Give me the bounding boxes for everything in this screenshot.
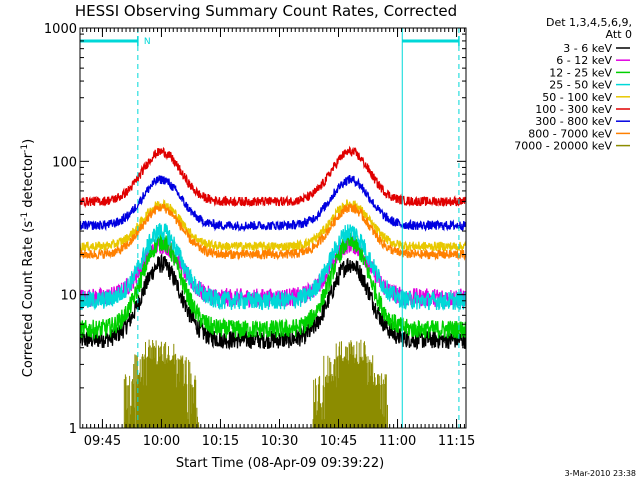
x-tick-label: 10:15 (202, 434, 239, 449)
y-tick-label: 100 (52, 155, 77, 170)
x-axis: 09:45 10:00 10:15 10:30 10:45 11:00 11:15 (82, 28, 475, 449)
legend-label: 100 - 300 keV (535, 103, 612, 116)
legend-label: 800 - 7000 keV (528, 127, 612, 140)
y-tick-label: 1000 (44, 22, 77, 37)
y-axis-label: Corrected Count Rate (s-1 detector-1) (20, 139, 36, 377)
legend-label: 50 - 100 keV (542, 91, 612, 104)
legend-label: 6 - 12 keV (556, 54, 612, 67)
series-7000-20000-kev (123, 339, 388, 428)
series-3-6-kev (80, 252, 466, 351)
x-tick-label: 09:45 (84, 434, 121, 449)
x-tick-label: 10:30 (261, 434, 298, 449)
series-12-25-kev (80, 232, 466, 341)
plot-area: N 1 10 100 1000 09:45 10:00 10:15 10:30 10:45 11:0… (44, 22, 475, 449)
orbit-markers: N (80, 28, 460, 428)
series-7000-20000-kev-bars (123, 339, 388, 428)
saa-label: N (144, 37, 151, 47)
y-axis: 1 10 100 1000 (44, 22, 466, 437)
legend-label: 12 - 25 keV (549, 66, 612, 79)
series-50-100-kev (80, 198, 466, 253)
legend-label: 3 - 6 keV (563, 42, 612, 55)
legend-header-line-1: Det 1,3,4,5,6,9, (546, 16, 632, 29)
series-800-7000-kev (80, 203, 466, 261)
y-tick-label: 10 (60, 289, 77, 304)
series-group (80, 145, 466, 428)
footer-date: 3-Mar-2010 23:38 (565, 469, 636, 478)
legend-label: 25 - 50 keV (549, 79, 612, 92)
chart-title: HESSI Observing Summary Count Rates, Cor… (75, 2, 457, 20)
series-100-300-kev (80, 145, 466, 209)
x-tick-label: 11:15 (438, 434, 475, 449)
series-300-800-kev (80, 174, 466, 233)
plot-frame (79, 27, 467, 429)
legend-label: 300 - 800 keV (535, 115, 612, 128)
legend-label: 7000 - 20000 keV (514, 140, 612, 153)
legend-header-line-2: Att 0 (606, 28, 632, 41)
x-tick-label: 11:00 (379, 434, 416, 449)
y-tick-label: 1 (69, 422, 77, 437)
series-25-50-kev (80, 223, 466, 311)
x-axis-label: Start Time (08-Apr-09 09:39:22) (176, 456, 384, 471)
x-tick-label: 10:45 (320, 434, 357, 449)
x-tick-label: 10:00 (143, 434, 180, 449)
